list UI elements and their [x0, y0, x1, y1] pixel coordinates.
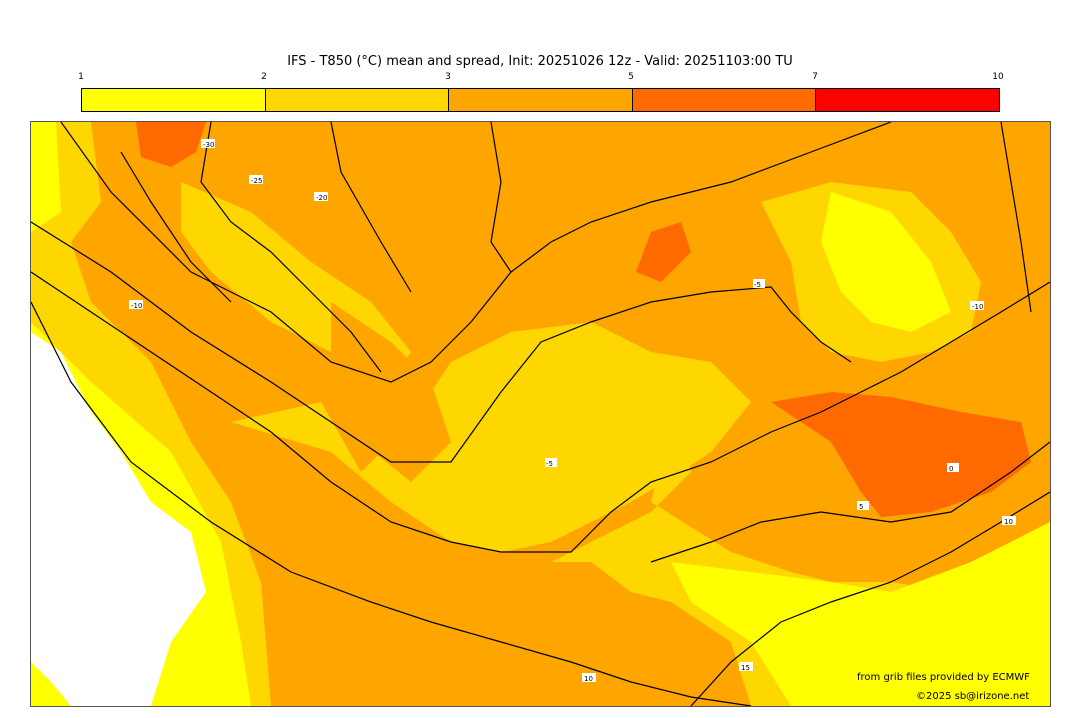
contour-label: 0	[949, 465, 953, 473]
contour-label-box	[249, 175, 263, 184]
contour-label-box	[753, 279, 765, 288]
colorbar	[81, 88, 1000, 112]
contour-label: -30	[203, 141, 214, 149]
contour-label: -10	[972, 303, 983, 311]
copyright-credit: ©2025 sb@irizone.net	[916, 691, 1030, 702]
contour-label: 10	[1004, 518, 1013, 526]
contour-label: 10	[584, 675, 593, 683]
colorbar-tick: 1	[78, 72, 84, 82]
spread-area-1-2	[671, 522, 1050, 706]
colorbar-tick: 2	[261, 72, 267, 82]
contour-label-box	[739, 662, 753, 671]
spread-area-1-2	[821, 192, 951, 332]
map-canvas: -30 -25 -20 -10 -5 -5 0 5 10 10 15 -10	[31, 122, 1050, 706]
contour-label: -5	[546, 460, 553, 468]
contour-label: 15	[741, 664, 750, 672]
contour-label-box	[857, 501, 869, 510]
colorbar-swatch	[265, 89, 450, 111]
contour-label-box	[1002, 516, 1016, 525]
spread-area-5-7	[136, 122, 206, 167]
colorbar-swatch	[449, 89, 633, 111]
colorbar-tick: 7	[812, 72, 818, 82]
contour-label-box	[582, 673, 596, 682]
colorbar-swatch	[82, 89, 266, 111]
contour-label-box	[314, 192, 328, 201]
spread-area-5-7	[636, 222, 691, 282]
spread-area-5-7	[771, 392, 1031, 517]
map-title: IFS - T850 (°C) mean and spread, Init: 2…	[287, 54, 793, 69]
temperature-contours	[31, 122, 1050, 706]
colorbar-tick: 3	[445, 72, 451, 82]
contour-labels: -30 -25 -20 -10 -5 -5 0 5 10 10 15 -10	[129, 139, 1016, 683]
contour-label-box	[970, 301, 984, 310]
contour-label: 5	[859, 503, 863, 511]
spread-area-below-1	[31, 332, 206, 706]
contour-label: -5	[754, 281, 761, 289]
colorbar-swatch	[816, 89, 999, 111]
colorbar-swatch	[632, 89, 817, 111]
contour-label-box	[545, 458, 557, 467]
contour-label: -10	[131, 302, 142, 310]
contour-label-box	[201, 139, 215, 148]
colorbar-tick: 5	[628, 72, 634, 82]
contour-label-box	[947, 463, 959, 472]
contour-label: -20	[316, 194, 327, 202]
spread-area-3-5	[331, 302, 451, 482]
contour-label: -25	[251, 177, 262, 185]
contour-label-box	[129, 300, 143, 309]
weather-map[interactable]: -30 -25 -20 -10 -5 -5 0 5 10 10 15 -10	[30, 121, 1051, 707]
data-source-credit: from grib files provided by ECMWF	[857, 672, 1030, 683]
colorbar-tick: 10	[992, 72, 1004, 82]
